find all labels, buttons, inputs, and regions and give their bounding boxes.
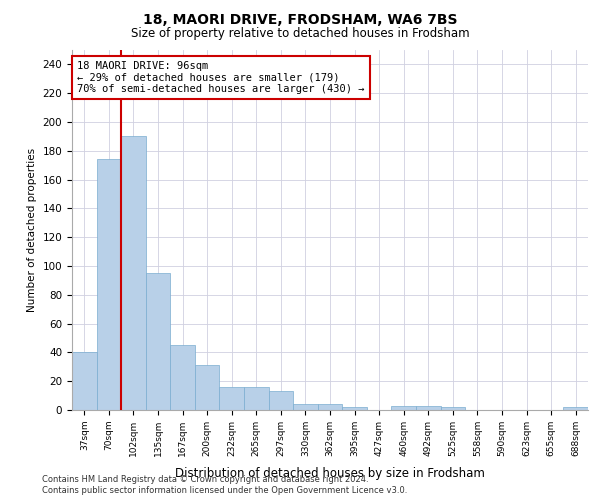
Bar — [121, 136, 146, 410]
Bar — [170, 345, 195, 410]
Bar — [220, 387, 244, 410]
Text: 18 MAORI DRIVE: 96sqm
← 29% of detached houses are smaller (179)
70% of semi-det: 18 MAORI DRIVE: 96sqm ← 29% of detached … — [77, 61, 365, 94]
Text: Contains HM Land Registry data © Crown copyright and database right 2024.: Contains HM Land Registry data © Crown c… — [42, 475, 368, 484]
Bar — [72, 352, 97, 410]
Bar — [342, 407, 367, 410]
Bar — [244, 387, 269, 410]
X-axis label: Distribution of detached houses by size in Frodsham: Distribution of detached houses by size … — [175, 467, 485, 480]
Text: 18, MAORI DRIVE, FRODSHAM, WA6 7BS: 18, MAORI DRIVE, FRODSHAM, WA6 7BS — [143, 12, 457, 26]
Text: Size of property relative to detached houses in Frodsham: Size of property relative to detached ho… — [131, 28, 469, 40]
Bar — [195, 366, 220, 410]
Bar — [269, 392, 293, 410]
Bar — [146, 273, 170, 410]
Bar — [293, 404, 318, 410]
Bar — [416, 406, 440, 410]
Bar — [391, 406, 416, 410]
Text: Contains public sector information licensed under the Open Government Licence v3: Contains public sector information licen… — [42, 486, 407, 495]
Bar — [440, 407, 465, 410]
Y-axis label: Number of detached properties: Number of detached properties — [27, 148, 37, 312]
Bar — [563, 407, 588, 410]
Bar — [318, 404, 342, 410]
Bar — [97, 160, 121, 410]
